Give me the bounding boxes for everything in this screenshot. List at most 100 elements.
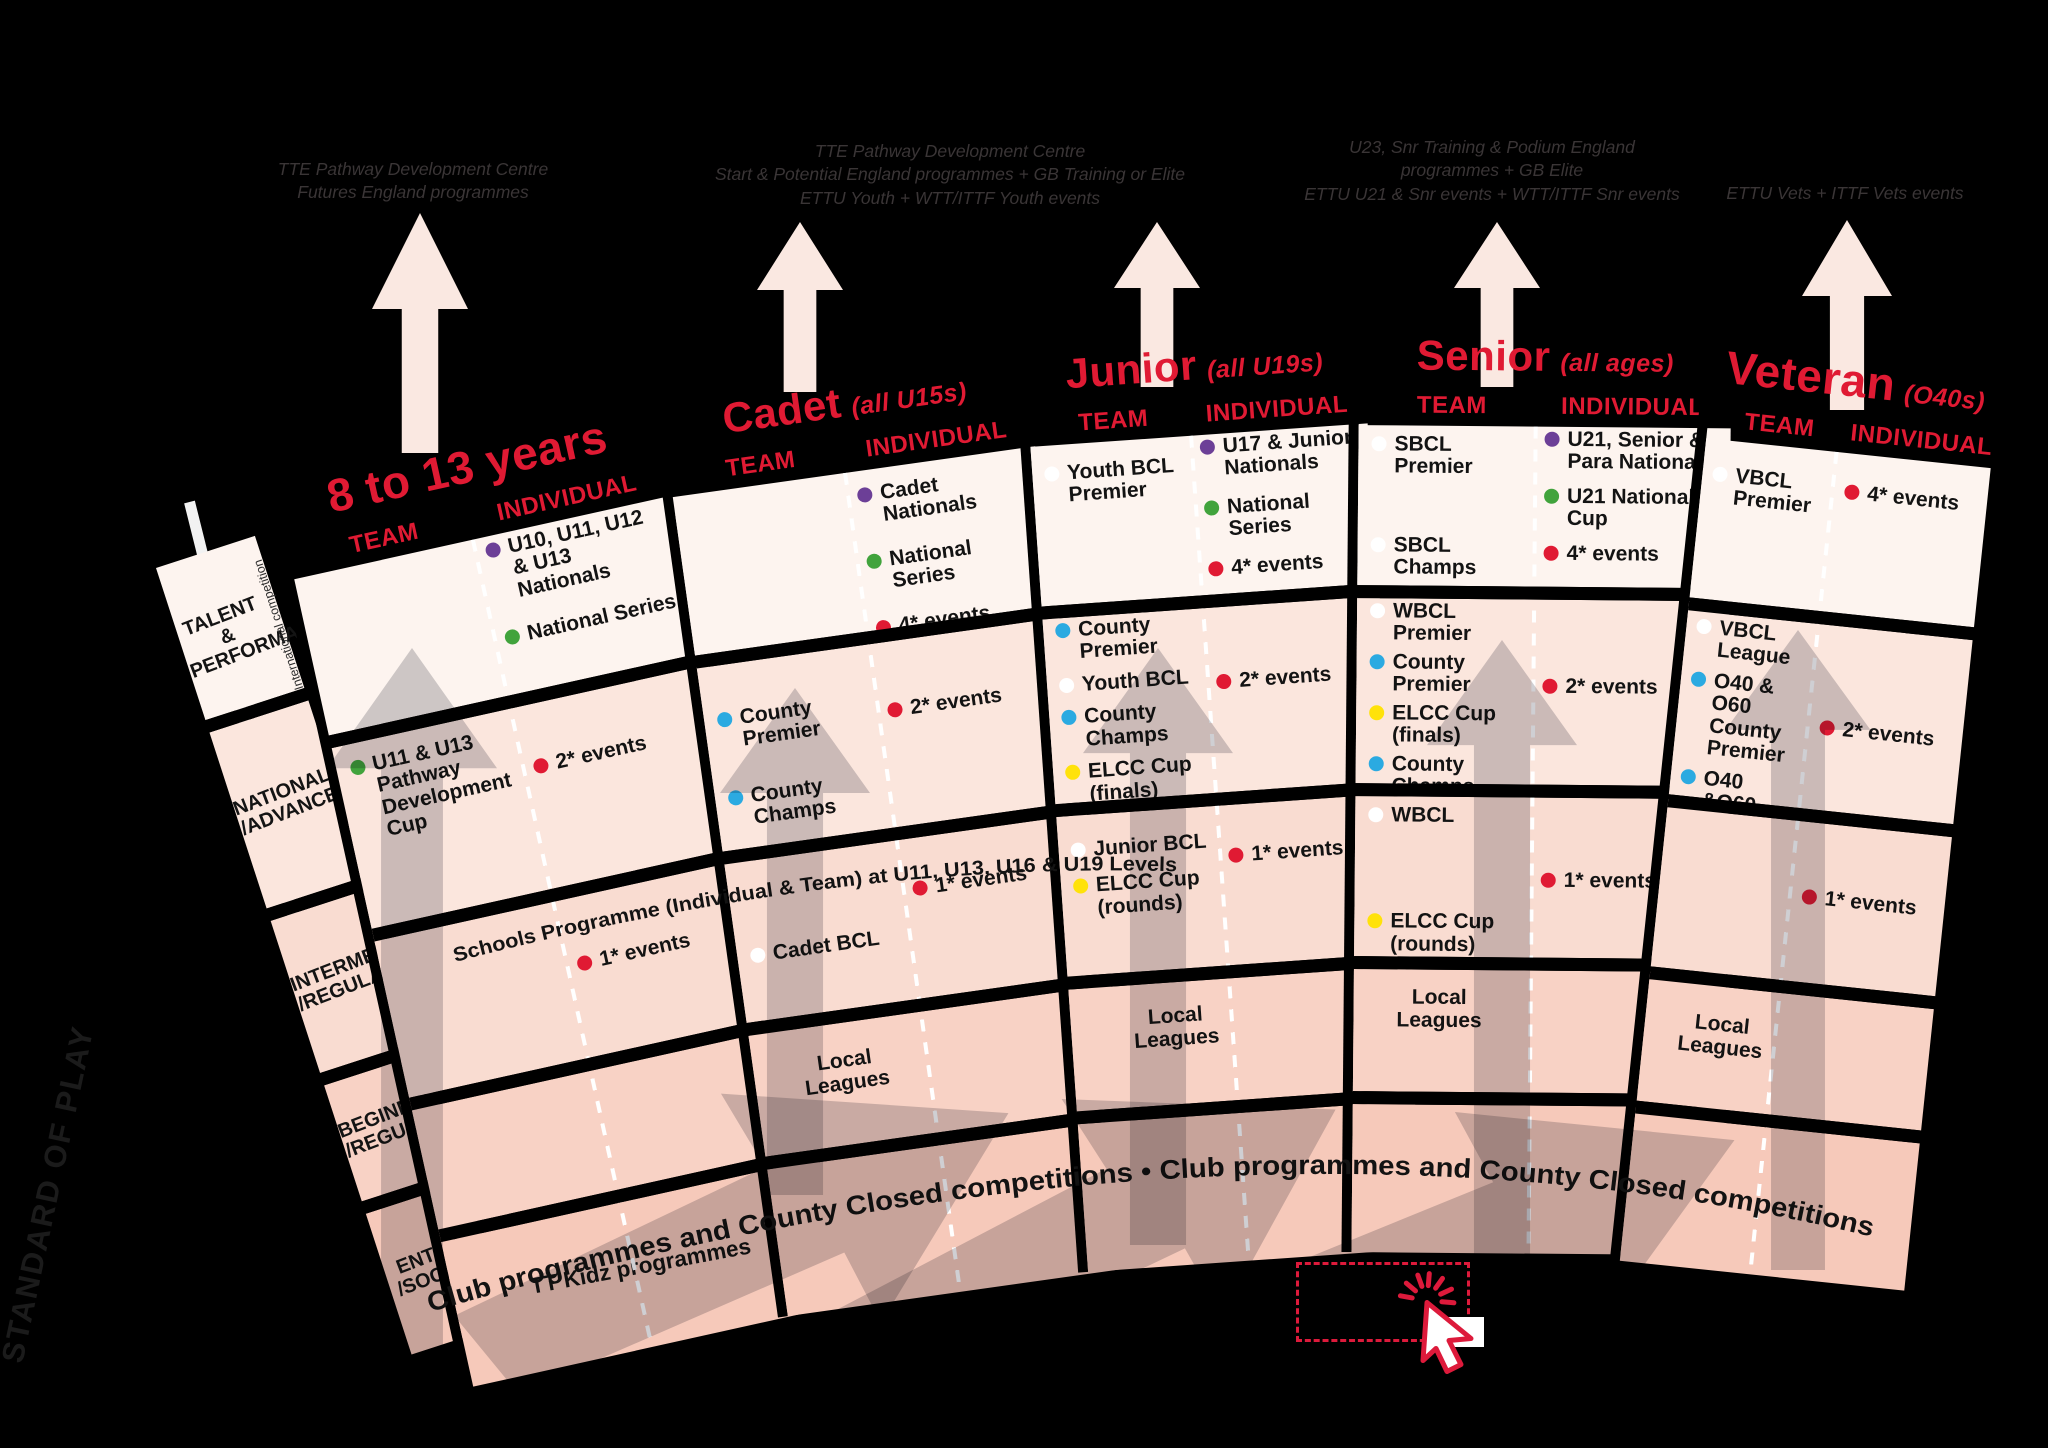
bullet-icon [1690,670,1707,688]
competition-item-label: National Series [887,536,974,593]
bullet-icon [1370,603,1386,619]
competition-item-label: 1* events [933,861,1029,898]
competition-item: U17 & Junior Nationals [1199,426,1361,482]
column-subtitle: (all U15s) [849,377,969,422]
column-subtitle: (O40s) [1902,379,1987,417]
competition-item: WBCL Premier [1370,599,1530,646]
cursor-icon [1397,1271,1474,1374]
cell-talent: SBCL Premier SBCL Champs U21, Senior & Par… [1357,425,1731,589]
pathway-note-line: programmes + GB Elite [1400,160,1584,181]
y-axis-label: STANDARD OF PLAY [0,1022,101,1366]
competition-item-label: WBCL Premier [1392,599,1472,646]
beginner-text: Local Leagues [1676,1010,1764,1064]
competition-item-label: National Series [1226,489,1311,541]
column-subtitle: (all ages) [1560,348,1674,378]
column-subtitle: (all U19s) [1206,348,1324,385]
zone-individual: Cadet Nationals National Series 4* events [856,462,1047,637]
bullet-icon [911,879,929,897]
bullet-icon [1368,807,1384,823]
bullet-icon [1540,872,1556,888]
bullet-icon [1542,678,1558,694]
competition-item: 4* events [1207,548,1368,581]
bullet-icon [1367,913,1383,929]
competition-item-label: 2* events [553,731,649,774]
competition-item: Cadet Nationals [856,462,1033,530]
competition-item-label: 2* events [1565,674,1658,699]
pathway-note-line: TTE Pathway Development Centre [814,141,1086,161]
pathway-note-line: U23, Snr Training & Podium England [1349,137,1635,157]
individual-label: INDIVIDUAL [1204,390,1349,428]
pathway-note-line: ETTU U21 & Snr events + WTT/ITTF Snr eve… [1304,183,1680,204]
competition-item: 2* events [531,718,713,779]
zone-individual: 2* events [1811,717,1954,824]
bullet-icon [1058,677,1075,694]
bullet-icon [1215,673,1232,690]
competition-item-label: National Series [525,589,679,646]
team-label: TEAM [1416,391,1487,420]
bullet-icon [1054,622,1071,639]
pathway-note-line: ETTU Youth + WTT/ITTF Youth events [799,187,1101,208]
pathway-note: TTE Pathway Development Centre Futures En… [193,158,633,205]
bullet-icon [1070,842,1087,859]
competition-item-label: SBCL Champs [1393,533,1477,580]
column-title-text: Veteran [1723,341,1899,411]
competition-item-label: 1* events [1563,868,1657,893]
team-label: TEAM [1077,404,1150,437]
bullet-icon [503,628,522,647]
competition-item: VBCL Premier [1709,463,1836,521]
bullet-icon [1543,545,1559,561]
individual-label: INDIVIDUAL [1560,392,1704,422]
click-target-box[interactable] [1296,1262,1470,1342]
competition-item-label: County Premier [1077,613,1159,664]
bullet-icon [1203,499,1220,516]
pathway-note: TTE Pathway Development Centre Start & Po… [640,140,1260,210]
column-title-text: Senior [1416,331,1551,380]
pathway-note-line: Futures England programmes [297,182,529,203]
bullet-icon [1207,560,1224,577]
bullet-icon [1043,466,1060,483]
competition-item-label: U17 & Junior Nationals [1222,425,1353,480]
bullet-icon [1369,705,1385,721]
bullet-icon [1368,755,1384,772]
bullet-icon [1064,764,1081,781]
zone-team: SBCL Premier SBCL Champs [1370,432,1531,586]
bullet-icon [1199,439,1216,456]
competition-item-label: 1* events [1823,887,1918,920]
competition-item-label: 1* events [597,928,693,971]
pathway-note: U23, Snr Training & Podium England progra… [1212,136,1772,206]
competition-item-label: 4* events [1866,482,1961,515]
column-title-text: Junior [1064,341,1199,398]
competition-item-label: 2* events [908,683,1004,720]
competition-item-label: SBCL Premier [1394,432,1473,479]
bullet-icon [1544,431,1560,447]
bullet-icon [1695,618,1713,635]
pathway-note-line: ETTU Vets + ITTF Vets events [1726,183,1964,203]
cell-advanced: County PremierYouth BCLCounty ChampsELCC… [1042,595,1393,805]
competition-item: National Series [1203,487,1365,543]
bullet-icon [1060,709,1077,726]
competition-item-label: WBCL [1391,803,1455,827]
bullet-icon [1227,847,1244,864]
zone-individual: U17 & Junior Nationals National Series 4* … [1199,426,1368,595]
competition-item: SBCL Premier [1371,432,1531,479]
cell-talent: VBCL Premier 4* events [1689,438,1991,628]
competition-item: Youth BCL Premier [1043,454,1191,509]
column-title-text: Cadet [719,379,845,443]
competition-item-label: 4* events [1566,541,1659,566]
zone-team: Youth BCL Premier [1043,454,1198,606]
level-label-advanced: NATIONAL /ADVANCED [230,762,356,840]
bullet-icon [749,946,767,964]
bullet-icon [865,552,883,570]
competition-item-label: VBCL Premier [1731,464,1813,518]
bullet-icon [1711,466,1729,483]
zone-team: VBCL Premier [1699,463,1836,611]
pathway-note: ETTU Vets + ITTF Vets events [1625,182,2048,205]
bullet-icon [886,701,904,719]
bullet-icon [1843,484,1861,501]
competition-item-label: 4* events [1230,549,1325,580]
competition-item: SBCL Champs [1370,533,1530,580]
bullet-icon [484,541,503,559]
team-label: TEAM [1743,408,1816,443]
bullet-icon [716,711,734,729]
